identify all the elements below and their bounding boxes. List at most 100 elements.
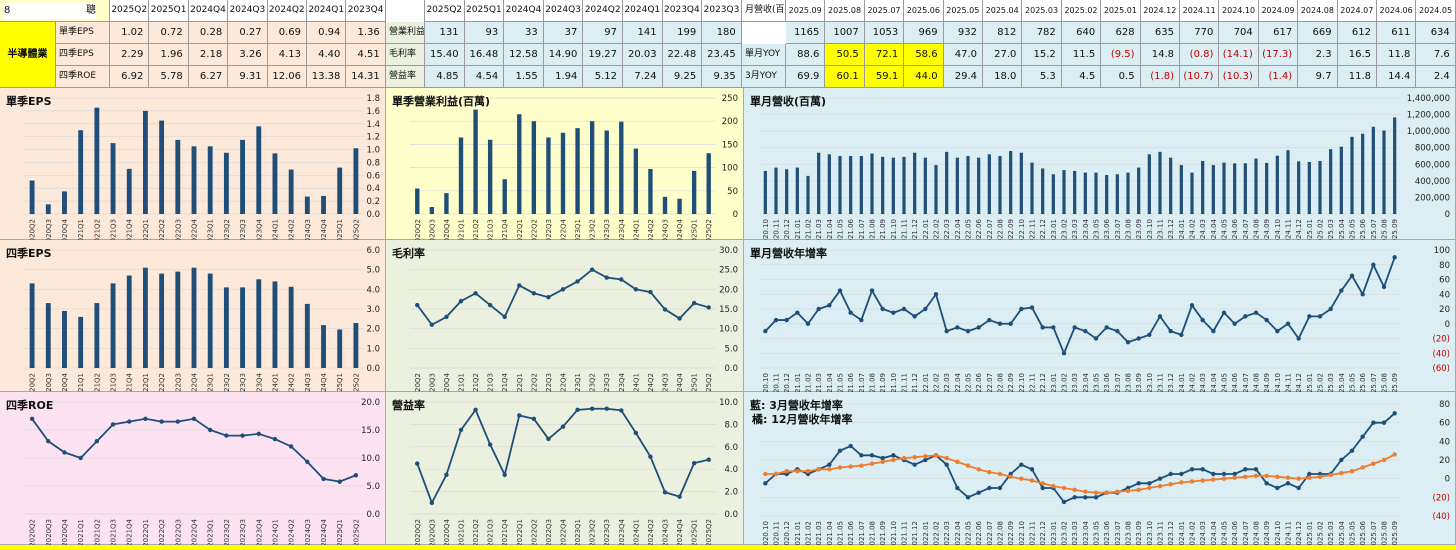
series-point: [706, 457, 711, 462]
series-point: [1179, 480, 1184, 485]
chart-panel-c9: (40) (20) 0 20 40 60 80 2020.10 2020.11 2020.12 20…: [744, 392, 1456, 545]
table-cell: (10.3): [1219, 66, 1259, 88]
table-cell: 12.06: [267, 66, 307, 88]
series-point: [1168, 482, 1173, 487]
x-tick-label: 2021Q3: [487, 219, 495, 240]
series-point: [1136, 487, 1141, 493]
series-point: [965, 495, 971, 500]
table-cell: 634: [1416, 22, 1456, 44]
bar: [1286, 150, 1290, 214]
x-tick-label: 2025.09: [1391, 219, 1399, 240]
series-point: [944, 462, 949, 467]
x-tick-label: 2023Q3: [239, 373, 247, 392]
x-tick-label: 2024Q2: [647, 519, 655, 545]
x-tick-label: 2025.08: [1381, 219, 1389, 240]
table-cell: 1007: [825, 22, 865, 44]
row-label: 3月YOY: [742, 66, 786, 88]
x-tick-label: 2024Q4: [320, 518, 328, 545]
y-tick-label: 40: [1439, 290, 1450, 300]
bar: [240, 139, 245, 214]
series-point: [1349, 448, 1355, 453]
x-tick-label: 2025.03: [1327, 219, 1335, 240]
y-tick-label: 150: [722, 140, 738, 150]
table-cell: 0.5: [1101, 66, 1141, 88]
x-tick-label: 2022Q2: [158, 219, 166, 240]
chart-title: 營益率: [392, 399, 425, 412]
x-tick-label: 2023.10: [1146, 219, 1154, 240]
x-tick-label: 2021.04: [826, 218, 834, 240]
series-point: [29, 416, 35, 421]
column-header: 2025.07: [864, 0, 905, 22]
x-tick-label: 2024.04: [1210, 218, 1218, 240]
x-tick-label: 2023.09: [1135, 373, 1143, 392]
series-point: [1328, 306, 1333, 312]
x-tick-label: 2022Q1: [516, 219, 524, 240]
x-tick-label: 2025Q2: [705, 373, 713, 392]
x-tick-label: 2023.08: [1125, 219, 1133, 240]
column-header: 2024Q2: [267, 0, 307, 22]
series-point: [859, 463, 864, 468]
bar: [1350, 136, 1354, 214]
x-tick-label: 2022.08: [997, 521, 1005, 545]
x-tick-label: 2023.11: [1157, 373, 1165, 392]
chart-svg: 0.0 1.0 2.0 3.0 4.0 5.0 6.0 2020Q2 2020Q3 2020Q4 2…: [24, 246, 380, 392]
bar: [1094, 172, 1098, 214]
series-point: [691, 300, 697, 306]
y-tick-label: 1.8: [366, 94, 380, 104]
series-point: [1211, 328, 1216, 334]
y-tick-label: 400,000: [1415, 177, 1450, 187]
x-tick-label: 2023.09: [1135, 521, 1143, 545]
x-tick-label: 2021Q3: [110, 219, 118, 240]
chart-subtitle: 橘: 12月營收年增率: [752, 413, 853, 426]
table-cell: 812: [983, 22, 1023, 44]
x-tick-label: 2025Q2: [352, 219, 360, 240]
x-tick-label: 2020.10: [762, 373, 770, 392]
x-tick-label: 2022.06: [975, 520, 983, 545]
x-tick-label: 2023Q2: [589, 373, 597, 392]
y-tick-label: 6.0: [724, 443, 738, 453]
table-cell: 15.40: [425, 44, 465, 66]
bar: [337, 329, 343, 368]
series-point: [1381, 457, 1387, 463]
bar: [1339, 146, 1343, 214]
x-tick-label: 2022.06: [975, 218, 983, 240]
series-point: [110, 422, 116, 427]
x-tick-label: 2025Q2: [352, 519, 360, 545]
x-tick-label: 2021Q1: [77, 373, 85, 392]
series-point: [923, 457, 928, 463]
bar: [1393, 117, 1397, 214]
x-tick-label: 2021Q3: [487, 519, 495, 545]
table-cell: 15.2: [1022, 44, 1062, 66]
series-point: [805, 321, 811, 326]
x-tick-label: 2025.01: [1306, 373, 1314, 392]
x-tick-label: 2025.01: [1306, 219, 1314, 240]
bar: [502, 179, 507, 214]
x-tick-label: 2021Q2: [93, 373, 101, 392]
table-cell: (14.1): [1219, 44, 1259, 66]
series-point: [1243, 467, 1248, 472]
y-tick-label: (20): [1433, 493, 1450, 503]
series-point: [648, 454, 653, 459]
bar: [444, 193, 449, 214]
x-tick-label: 2020Q4: [443, 218, 451, 240]
table-cell: 9.7: [1298, 66, 1338, 88]
series-point: [677, 316, 682, 321]
series-point: [487, 442, 493, 447]
x-tick-label: 2022.02: [933, 521, 941, 545]
x-tick-label: 2024Q2: [288, 373, 296, 392]
chart-svg: 0 200,000 400,000 600,000 800,000 1,000,000 1,…: [760, 94, 1450, 240]
bar: [191, 146, 197, 214]
series-point: [1008, 474, 1013, 479]
y-tick-label: 800,000: [1415, 144, 1450, 154]
x-tick-label: 2022.09: [1007, 521, 1015, 545]
series-point: [1147, 332, 1152, 338]
series-point: [784, 469, 789, 474]
y-tick-label: 1,400,000: [1407, 94, 1450, 104]
series-point: [1285, 321, 1291, 326]
bar: [763, 170, 767, 214]
x-tick-label: 2020Q2: [414, 519, 422, 545]
series-point: [1179, 332, 1184, 338]
bar: [881, 156, 885, 214]
bar: [891, 157, 895, 214]
chart-panel-c2: 0 50 100 150 200 250 2020Q2 2020Q3 2020Q4 2021Q1 2…: [386, 88, 744, 240]
